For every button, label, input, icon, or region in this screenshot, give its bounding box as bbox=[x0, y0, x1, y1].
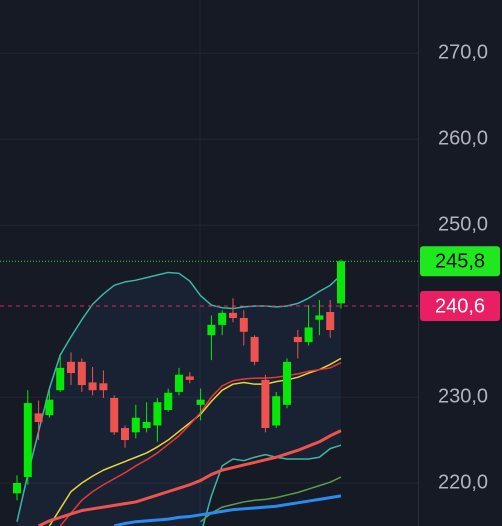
price-label: 245,8 bbox=[435, 251, 485, 273]
y-tick-label: 270,0 bbox=[438, 42, 488, 64]
candle-body bbox=[142, 422, 151, 429]
candle-body bbox=[110, 397, 119, 433]
candle-body bbox=[45, 399, 54, 416]
indicator-line bbox=[200, 476, 342, 523]
candle-body bbox=[164, 392, 173, 410]
candle-body bbox=[23, 403, 32, 478]
candle-body bbox=[196, 399, 205, 405]
y-tick-label: 250,0 bbox=[438, 213, 488, 235]
candle-body bbox=[99, 383, 108, 391]
y-tick-label: 220,0 bbox=[438, 471, 488, 493]
candle-body bbox=[121, 428, 129, 441]
indicator-line bbox=[16, 271, 342, 522]
indicator-line bbox=[37, 429, 342, 526]
indicator-line bbox=[113, 494, 342, 526]
candle-body bbox=[239, 318, 248, 332]
candle-body bbox=[185, 376, 194, 380]
candle-body bbox=[207, 324, 216, 336]
candle-body bbox=[153, 402, 162, 426]
price-label-box bbox=[420, 246, 500, 277]
candle-body bbox=[293, 336, 302, 343]
candle-body bbox=[13, 483, 21, 494]
price-label-box bbox=[420, 290, 500, 321]
candle-body bbox=[34, 413, 43, 423]
candle-body bbox=[56, 367, 65, 391]
candle-body bbox=[337, 261, 345, 304]
plot-area bbox=[0, 52, 418, 526]
y-tick-label: 260,0 bbox=[438, 128, 488, 150]
candle-body bbox=[175, 374, 183, 392]
candle-body bbox=[261, 379, 270, 429]
candle-body bbox=[229, 312, 237, 319]
band-fill bbox=[17, 272, 341, 526]
candle-body bbox=[77, 361, 86, 386]
candle-body bbox=[131, 417, 140, 433]
candle-body bbox=[304, 327, 313, 343]
candle-body bbox=[88, 382, 97, 391]
candle-body bbox=[315, 315, 324, 320]
candle-body bbox=[250, 336, 259, 362]
price-axis: 220,0 230,0 250,0 260,0 270,0 245,8 240,6 bbox=[420, 42, 500, 493]
candle-body bbox=[326, 311, 335, 331]
candle-body bbox=[67, 361, 75, 374]
price-label: 240,6 bbox=[435, 295, 485, 317]
candle-body bbox=[218, 312, 227, 325]
indicator-line bbox=[202, 444, 342, 526]
y-tick-label: 230,0 bbox=[438, 385, 488, 407]
candle-body bbox=[283, 361, 291, 405]
candle-body bbox=[272, 396, 281, 426]
